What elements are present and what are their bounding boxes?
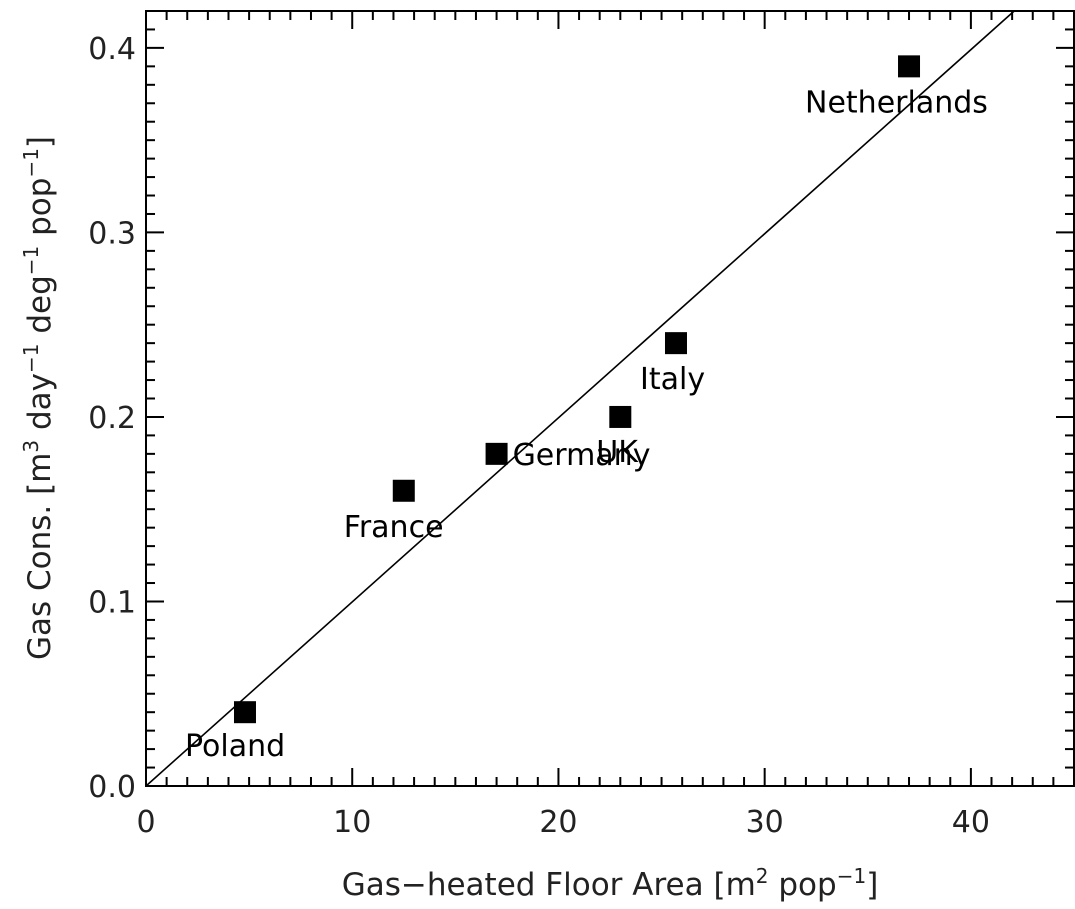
x-tick-label: 40 xyxy=(952,805,990,840)
marker-germany xyxy=(485,442,508,465)
y-axis-title: Gas Cons. [m3 day−1 deg−1 pop−1] xyxy=(19,136,58,660)
marker-uk xyxy=(609,405,632,428)
point-label-france: France xyxy=(344,510,444,545)
x-axis-title: Gas−heated Floor Area [m2 pop−1] xyxy=(342,864,879,903)
data-markers xyxy=(233,55,921,724)
y-tick-label: 0.1 xyxy=(88,585,136,620)
marker-france xyxy=(392,479,415,502)
marker-netherlands xyxy=(898,55,921,78)
axis-ticks xyxy=(145,10,1075,787)
marker-italy xyxy=(664,332,687,355)
x-tick-label: 20 xyxy=(539,805,577,840)
point-label-poland: Poland xyxy=(185,729,285,764)
y-tick-label: 0.2 xyxy=(88,401,136,436)
point-label-germany: Germany xyxy=(513,438,651,473)
x-tick-label: 0 xyxy=(136,805,155,840)
fit-line xyxy=(145,10,1015,787)
x-tick-label: 30 xyxy=(746,805,784,840)
point-label-netherlands: Netherlands xyxy=(805,85,988,120)
tick-labels: 0 10 20 30 40 0.0 0.1 0.2 0.3 0.4 xyxy=(88,32,990,840)
y-tick-label: 0.4 xyxy=(88,32,136,67)
point-label-italy: Italy xyxy=(640,362,705,397)
y-tick-label: 0.0 xyxy=(88,770,136,805)
x-tick-label: 10 xyxy=(333,805,371,840)
point-label-uk: UK xyxy=(596,435,639,470)
marker-poland xyxy=(233,701,256,724)
y-tick-label: 0.3 xyxy=(88,216,136,251)
plot-frame xyxy=(145,10,1075,787)
